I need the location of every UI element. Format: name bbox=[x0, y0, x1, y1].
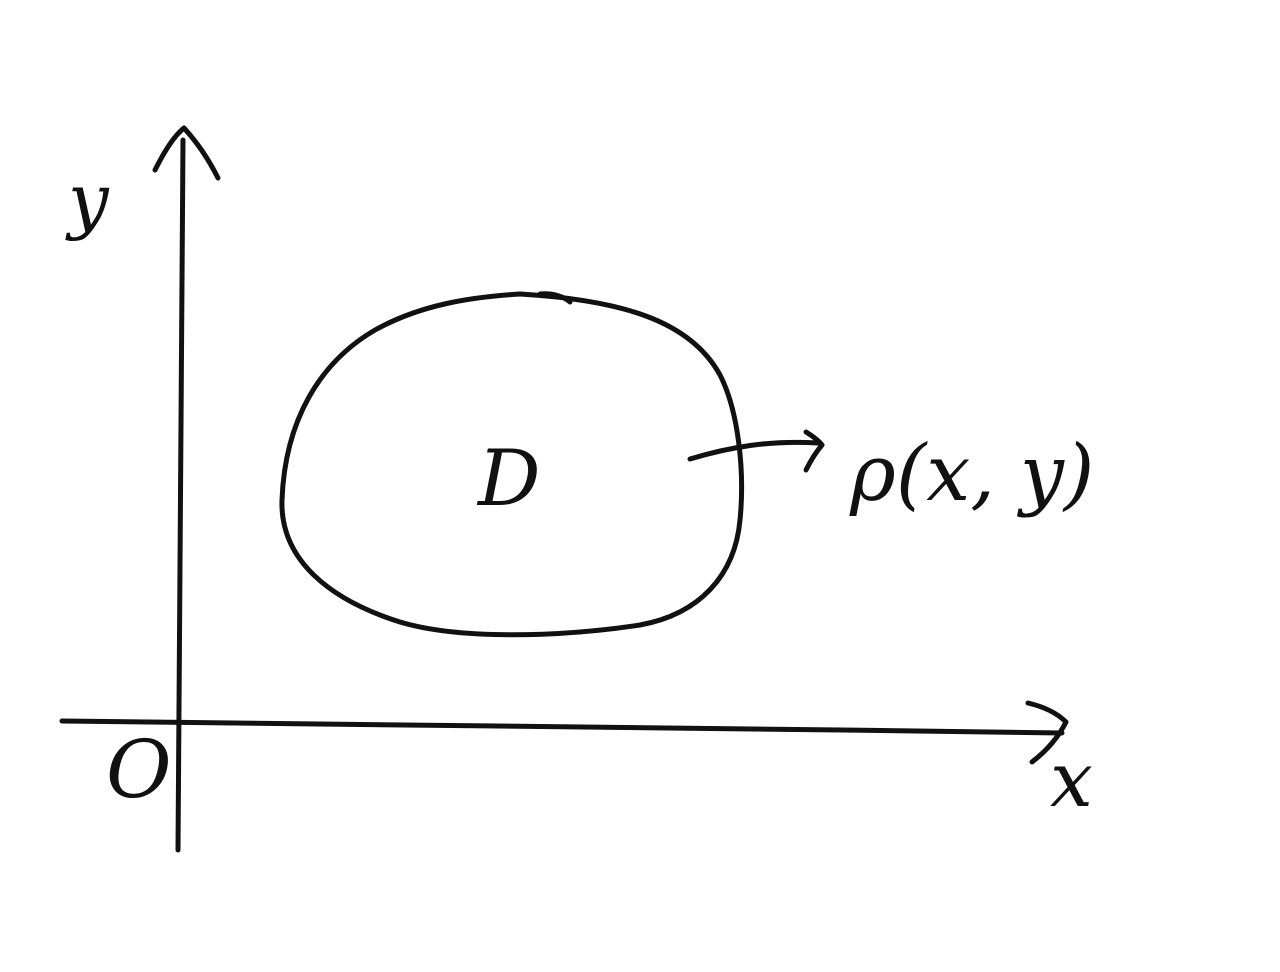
density-pointer-arrow bbox=[687, 439, 821, 462]
region-d-boundary-nub bbox=[537, 291, 573, 305]
x-axis-line bbox=[59, 718, 1065, 736]
density-label: ρ(x, y) bbox=[849, 429, 1094, 519]
density-pointer-arrowhead bbox=[803, 429, 825, 473]
x-axis-label: x bbox=[1050, 735, 1093, 824]
region-d-boundary bbox=[279, 291, 745, 638]
y-axis-line bbox=[175, 137, 186, 853]
y-axis-label: y bbox=[65, 158, 110, 242]
x-axis-arrowhead bbox=[1025, 700, 1069, 765]
origin-label: O bbox=[106, 723, 172, 816]
y-axis-arrowhead bbox=[152, 125, 221, 181]
region-d-label: D bbox=[476, 434, 541, 524]
